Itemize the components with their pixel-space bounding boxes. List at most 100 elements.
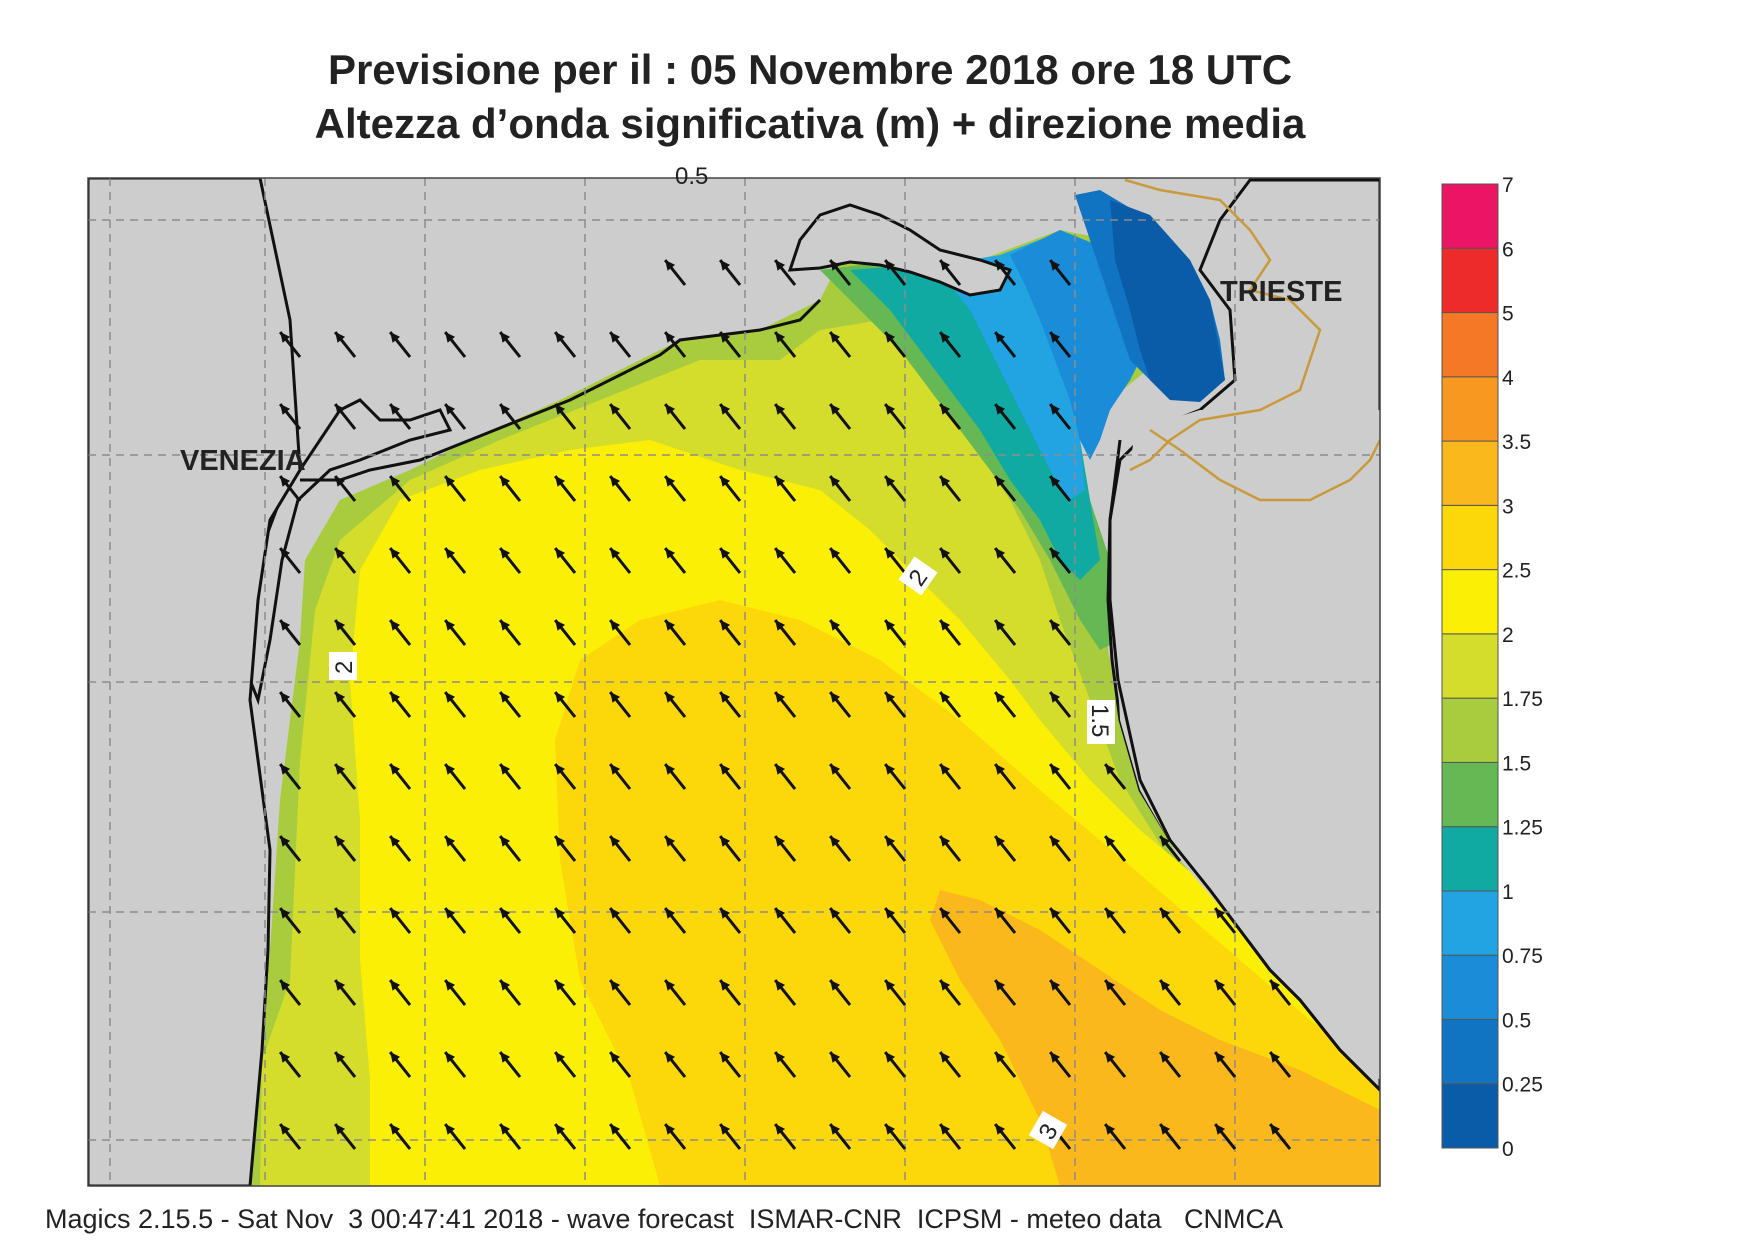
wave-arrow-head xyxy=(500,548,511,559)
wave-arrow-head xyxy=(995,908,1006,919)
wave-arrow-head xyxy=(775,1052,786,1063)
colorbar-swatch xyxy=(1441,1083,1499,1149)
wave-arrow-head xyxy=(885,908,896,919)
contour-label-south-group: 3 xyxy=(1028,1110,1068,1150)
wave-arrow-head xyxy=(390,692,401,703)
wave-arrow-head xyxy=(830,1124,841,1135)
wave-arrow-head xyxy=(1160,1124,1171,1135)
wave-arrow-head xyxy=(500,836,511,847)
wave-arrow-head xyxy=(555,836,566,847)
wave-arrow-head xyxy=(610,548,621,559)
wave-arrow-head xyxy=(610,1052,621,1063)
wave-direction-arrows xyxy=(278,259,1292,1150)
wave-arrow-head xyxy=(390,404,401,415)
wave-arrow-head xyxy=(665,836,676,847)
wave-arrow-head xyxy=(830,1052,841,1063)
colorbar-swatch xyxy=(1441,633,1499,699)
wave-arrow-head xyxy=(830,260,841,271)
northern-coast-land xyxy=(787,203,1013,297)
wave-arrow-head xyxy=(940,692,951,703)
wave-arrow-head xyxy=(335,836,346,847)
wave-arrow-head xyxy=(775,692,786,703)
wave-arrow-head xyxy=(720,980,731,991)
wave-arrow-head xyxy=(390,620,401,631)
wave-arrow-head xyxy=(500,1124,511,1135)
wave-arrow-head xyxy=(830,404,841,415)
wave-arrow-head xyxy=(720,476,731,487)
colorbar-level-label: 1.25 xyxy=(1502,817,1543,840)
colorbar-swatch xyxy=(1441,1018,1499,1085)
wave-arrow-head xyxy=(500,1052,511,1063)
wave-arrow-head xyxy=(500,692,511,703)
wave-arrow-head xyxy=(830,692,841,703)
wave-arrow-head xyxy=(335,1052,346,1063)
wave-arrow-head xyxy=(665,332,676,343)
wave-arrow-head xyxy=(1050,404,1061,415)
wave-arrow-head xyxy=(1050,260,1061,271)
wave-arrow-head xyxy=(555,692,566,703)
wave-arrow-head xyxy=(1215,1052,1226,1063)
wave-arrow-head xyxy=(830,548,841,559)
wave-arrow-head xyxy=(335,692,346,703)
colorbar-swatch xyxy=(1441,312,1499,378)
wave-arrow-head xyxy=(445,692,456,703)
wave-arrow-head xyxy=(1105,980,1116,991)
colorbar-level-label: 1.75 xyxy=(1502,688,1543,711)
wave-arrow-head xyxy=(390,836,401,847)
wave-arrow-head xyxy=(940,1124,951,1135)
wave-arrow-head xyxy=(720,620,731,631)
contour-label-top: 0.5 xyxy=(675,163,708,190)
wave-arrow-head xyxy=(885,404,896,415)
colorbar-level-label: 3.5 xyxy=(1502,431,1531,454)
wave-arrow-head xyxy=(885,332,896,343)
wave-arrow-head xyxy=(830,980,841,991)
wave-arrow-head xyxy=(995,692,1006,703)
wave-arrow-head xyxy=(610,692,621,703)
wave-arrow-head xyxy=(1160,1052,1171,1063)
wave-arrow-head xyxy=(555,980,566,991)
map-title-line2: Altezza d’onda significativa (m) + direz… xyxy=(314,100,1306,147)
wave-arrow-head xyxy=(500,620,511,631)
colorbar-swatch xyxy=(1441,376,1499,442)
wave-arrow-head xyxy=(280,692,291,703)
wave-arrow-head xyxy=(665,260,676,271)
wave-arrow-head xyxy=(280,836,291,847)
wave-arrow-head xyxy=(445,332,456,343)
wave-arrow-head xyxy=(1050,908,1061,919)
wave-arrow-head xyxy=(500,476,511,487)
wave-arrow-head xyxy=(1215,1124,1226,1135)
wave-arrow-head xyxy=(390,332,401,343)
colorbar-level-label: 7 xyxy=(1502,174,1514,197)
wave-arrow-head xyxy=(610,836,621,847)
wave-arrow-head xyxy=(280,548,291,559)
wave-arrow-head xyxy=(830,476,841,487)
colorbar-swatch xyxy=(1441,247,1499,314)
wave-arrow-head xyxy=(1050,332,1061,343)
wave-arrow-head xyxy=(555,332,566,343)
colorbar-level-label: 0.25 xyxy=(1502,1074,1543,1097)
wave-arrow-head xyxy=(885,836,896,847)
colorbar-level-label: 3 xyxy=(1502,495,1514,518)
colorbar: 0 0.25 0.5 0.75 1 1.25 1.5 1.75 2 2.5 3 3.5 4 5 6 7 xyxy=(1441,174,1543,1161)
wave-arrow-head xyxy=(1105,908,1116,919)
wave-arrow-head xyxy=(885,548,896,559)
wave-arrow-head xyxy=(445,836,456,847)
wave-arrow-head xyxy=(335,620,346,631)
wave-arrow-head xyxy=(885,1124,896,1135)
wave-arrow-head xyxy=(445,1052,456,1063)
wave-arrow-head xyxy=(995,548,1006,559)
wave-arrow-head xyxy=(940,908,951,919)
wave-arrow-head xyxy=(280,476,291,487)
colorbar-level-label: 1.5 xyxy=(1502,752,1531,775)
wave-arrow-head xyxy=(1050,476,1061,487)
wave-arrow-head xyxy=(610,1124,621,1135)
wave-arrow-head xyxy=(775,764,786,775)
wave-arrow-head xyxy=(1105,764,1116,775)
wave-arrow-head xyxy=(940,1052,951,1063)
wave-arrow-head xyxy=(885,980,896,991)
wave-arrow-head xyxy=(390,980,401,991)
wave-arrow-head xyxy=(1050,1052,1061,1063)
wave-arrow-head xyxy=(665,620,676,631)
wave-arrow-head xyxy=(335,980,346,991)
